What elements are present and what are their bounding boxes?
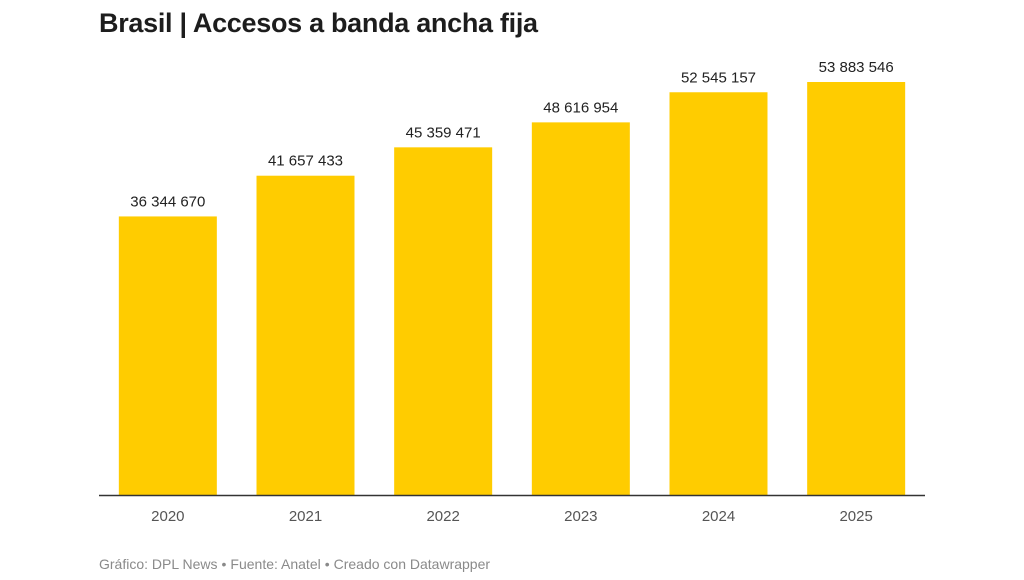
chart-credit: Gráfico: DPL News bbox=[99, 556, 218, 572]
bar-2025 bbox=[807, 82, 906, 495]
x-tick-label-2024: 2024 bbox=[702, 508, 735, 525]
chart-title: Brasil | Accesos a banda ancha fija bbox=[99, 8, 538, 38]
x-tick-label-2022: 2022 bbox=[426, 508, 459, 525]
bar-2021 bbox=[256, 175, 355, 495]
bar-2023 bbox=[531, 122, 630, 495]
data-label-2025: 53 883 546 bbox=[819, 59, 894, 76]
chart-footer: Gráfico: DPL News • Fuente: Anatel • Creado … bbox=[99, 556, 491, 572]
x-tick-label-2021: 2021 bbox=[289, 508, 322, 525]
data-label-2020: 36 344 670 bbox=[130, 193, 205, 210]
x-tick-label-2020: 2020 bbox=[151, 508, 184, 525]
data-label-2024: 52 545 157 bbox=[681, 69, 756, 86]
x-tick-label-2025: 2025 bbox=[839, 508, 872, 525]
data-label-2022: 45 359 471 bbox=[406, 124, 481, 141]
bar-2024 bbox=[669, 92, 768, 495]
chart-tool-credit: Creado con Datawrapper bbox=[333, 556, 491, 572]
bar-2022 bbox=[394, 147, 493, 495]
bar-2020 bbox=[118, 216, 217, 496]
data-label-2021: 41 657 433 bbox=[268, 153, 343, 170]
data-label-2023: 48 616 954 bbox=[543, 99, 618, 116]
x-tick-label-2023: 2023 bbox=[564, 508, 597, 525]
chart-source: Fuente: Anatel bbox=[230, 556, 321, 572]
